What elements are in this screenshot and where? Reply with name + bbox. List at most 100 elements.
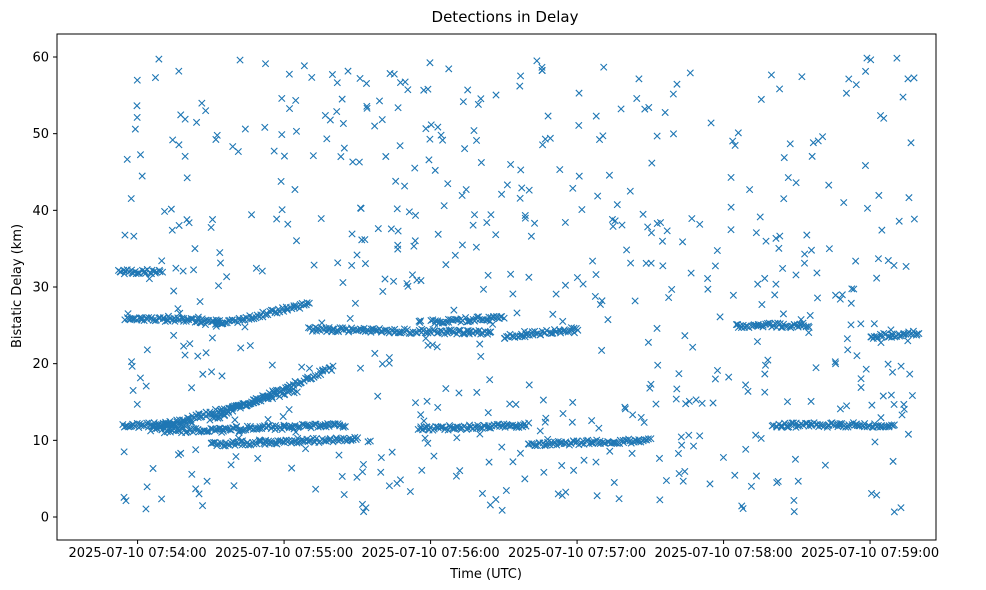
detection-point — [351, 299, 359, 307]
y-axis: 0 10 20 30 40 50 60 — [32, 51, 57, 526]
detection-point — [194, 313, 202, 321]
detection-point — [216, 414, 224, 422]
detection-point — [659, 262, 667, 270]
detection-point — [516, 72, 525, 80]
detection-point — [877, 414, 885, 422]
detection-point — [779, 310, 788, 318]
detection-point — [476, 424, 484, 432]
detection-point — [752, 431, 760, 439]
detection-point — [317, 371, 325, 379]
detection-point — [492, 495, 500, 504]
detection-point — [687, 269, 695, 277]
y-tick-label: 60 — [32, 51, 49, 66]
detection-point — [852, 257, 860, 265]
detection-point — [249, 425, 257, 433]
x-tick-label: 2025-07-10 07:54:00 — [69, 546, 207, 561]
detection-point — [786, 140, 794, 148]
detection-point — [568, 418, 576, 426]
detection-point — [411, 328, 420, 336]
detection-point — [913, 330, 921, 338]
detection-point — [800, 259, 809, 267]
detection-point — [366, 437, 374, 445]
detection-point — [431, 166, 439, 174]
detection-point — [711, 375, 719, 383]
detection-point — [185, 219, 193, 227]
detection-point — [644, 338, 652, 346]
detection-point — [272, 422, 280, 430]
detection-point — [235, 401, 243, 409]
detection-point — [305, 437, 313, 445]
detection-point — [394, 104, 402, 112]
detection-point — [420, 417, 428, 425]
detection-point — [408, 271, 417, 279]
detection-point — [227, 461, 235, 469]
detection-point — [191, 245, 199, 253]
detection-point — [807, 397, 815, 405]
detection-point — [353, 473, 361, 481]
detection-point — [461, 145, 469, 153]
detection-point — [477, 352, 485, 361]
detection-point — [593, 492, 601, 500]
detection-point — [613, 201, 621, 209]
detection-point — [410, 242, 418, 250]
detection-point — [337, 435, 345, 443]
detection-point — [516, 194, 524, 202]
detection-point — [652, 400, 660, 408]
detection-point — [169, 420, 177, 428]
detection-point — [867, 489, 876, 498]
detection-point — [393, 479, 401, 488]
detection-point — [439, 136, 447, 144]
detection-point — [909, 327, 917, 335]
detection-point — [507, 160, 515, 169]
detection-point — [291, 185, 299, 194]
detection-point — [149, 464, 157, 473]
detection-point — [883, 422, 891, 431]
detection-point — [363, 104, 371, 112]
detection-point — [617, 105, 625, 113]
detection-point — [293, 388, 301, 396]
detection-point — [444, 180, 452, 188]
detection-point — [132, 270, 140, 278]
detection-point — [278, 206, 286, 214]
detection-point — [598, 346, 606, 354]
detection-point — [902, 262, 910, 271]
detection-point — [910, 215, 918, 223]
detection-point — [874, 255, 883, 263]
detection-point — [521, 211, 529, 220]
detection-point — [220, 412, 228, 420]
detection-point — [172, 264, 180, 272]
detection-point — [270, 147, 278, 155]
detection-point — [261, 123, 269, 131]
detection-point — [196, 318, 204, 327]
detection-point — [461, 314, 470, 322]
detection-point — [362, 504, 370, 512]
detection-point — [870, 320, 878, 328]
detection-point — [453, 434, 461, 442]
detection-point — [136, 151, 145, 159]
detection-point — [151, 425, 159, 433]
detection-point — [462, 186, 470, 194]
detection-point — [753, 337, 762, 346]
detection-point — [525, 419, 533, 427]
detection-point — [852, 420, 860, 428]
detection-point — [523, 331, 531, 339]
detection-point — [404, 86, 412, 94]
detection-point — [863, 54, 871, 62]
detection-point — [546, 134, 554, 142]
detection-point — [575, 89, 583, 97]
detection-point — [318, 319, 326, 327]
detection-point — [292, 96, 300, 105]
detection-point — [719, 453, 728, 462]
detection-point — [440, 202, 448, 210]
detection-point — [188, 470, 196, 478]
detection-point — [761, 370, 769, 378]
detection-point — [356, 74, 364, 83]
detection-point — [536, 439, 544, 447]
detection-point — [806, 311, 814, 320]
detection-point — [536, 427, 544, 435]
detection-point — [887, 421, 896, 429]
detection-point — [592, 270, 600, 279]
detection-point — [413, 276, 421, 284]
detection-point — [857, 320, 865, 328]
detection-point — [286, 387, 294, 395]
